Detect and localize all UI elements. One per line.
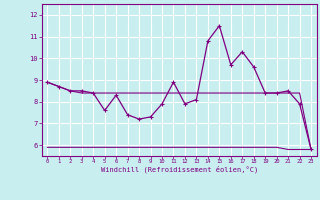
X-axis label: Windchill (Refroidissement éolien,°C): Windchill (Refroidissement éolien,°C) — [100, 166, 258, 173]
